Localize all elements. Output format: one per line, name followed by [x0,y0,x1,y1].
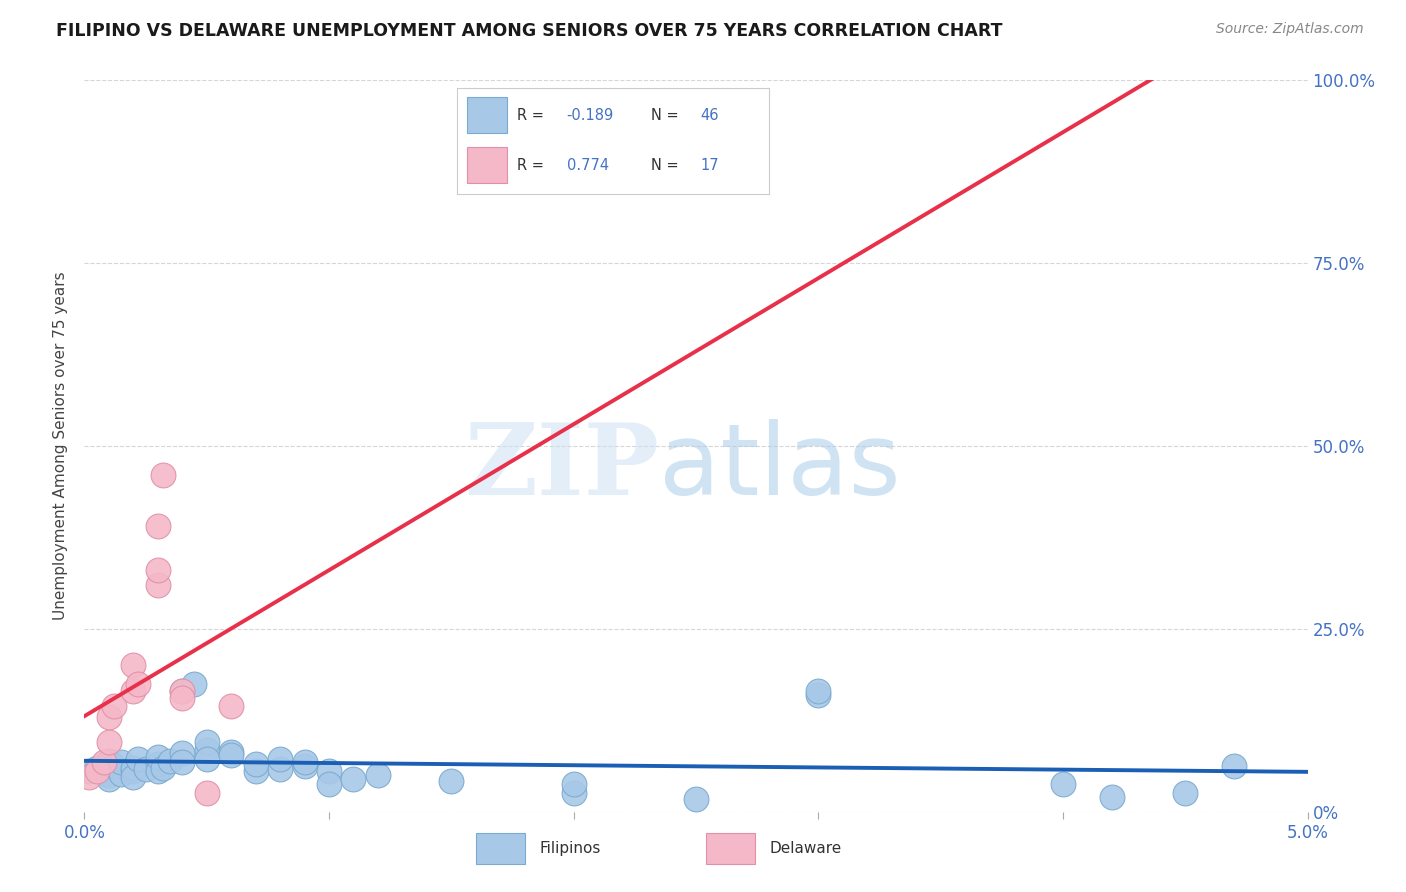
Point [97,735,120,749]
Point [146,749,169,764]
Point [294,755,316,769]
Point [146,519,169,533]
Point [294,759,316,773]
Point [146,578,169,592]
Point [219,698,242,713]
Point [97,772,120,786]
Text: Source: ZipAtlas.com: Source: ZipAtlas.com [1216,22,1364,37]
Point [146,563,169,577]
Point [152,761,174,775]
Point [183,676,205,690]
Point [245,757,267,772]
Point [97,768,120,782]
Point [195,752,218,766]
Point [97,754,120,768]
Point [122,658,145,673]
Point [159,754,181,768]
Point [77,770,100,784]
Text: FILIPINO VS DELAWARE UNEMPLOYMENT AMONG SENIORS OVER 75 YEARS CORRELATION CHART: FILIPINO VS DELAWARE UNEMPLOYMENT AMONG … [56,22,1002,40]
Point [86,761,108,775]
Point [219,747,242,762]
Point [195,735,218,749]
Point [245,764,267,779]
Point [122,764,145,779]
Point [93,755,115,769]
Point [122,761,145,775]
Text: atlas: atlas [659,419,901,516]
Point [342,772,364,786]
Point [562,777,585,791]
Point [77,764,100,779]
Point [97,709,120,723]
Point [122,684,145,698]
Point [127,676,149,690]
Point [269,762,291,776]
Point [685,791,707,805]
Point [172,684,194,698]
Point [93,762,115,776]
Point [172,691,194,706]
Point [127,752,149,766]
Point [807,684,830,698]
Point [103,698,125,713]
Point [219,745,242,759]
Point [97,757,120,772]
Point [172,746,194,760]
Point [1101,790,1123,805]
Point [1174,787,1197,801]
Point [152,468,174,483]
Point [146,757,169,772]
Point [110,766,132,780]
Text: ZIP: ZIP [464,419,659,516]
Point [195,787,218,801]
Point [1052,777,1074,791]
Point [86,764,108,779]
Point [318,764,340,779]
Point [1223,759,1246,773]
Point [135,762,157,776]
Point [146,764,169,779]
Point [269,752,291,766]
Point [103,759,125,773]
Point [318,777,340,791]
Point [367,768,389,782]
Point [562,787,585,801]
Point [172,755,194,769]
Point [195,742,218,756]
Y-axis label: Unemployment Among Seniors over 75 years: Unemployment Among Seniors over 75 years [53,272,69,620]
Point [172,684,194,698]
Point [110,755,132,769]
Point [440,774,463,789]
Point [807,688,830,702]
Point [122,770,145,784]
